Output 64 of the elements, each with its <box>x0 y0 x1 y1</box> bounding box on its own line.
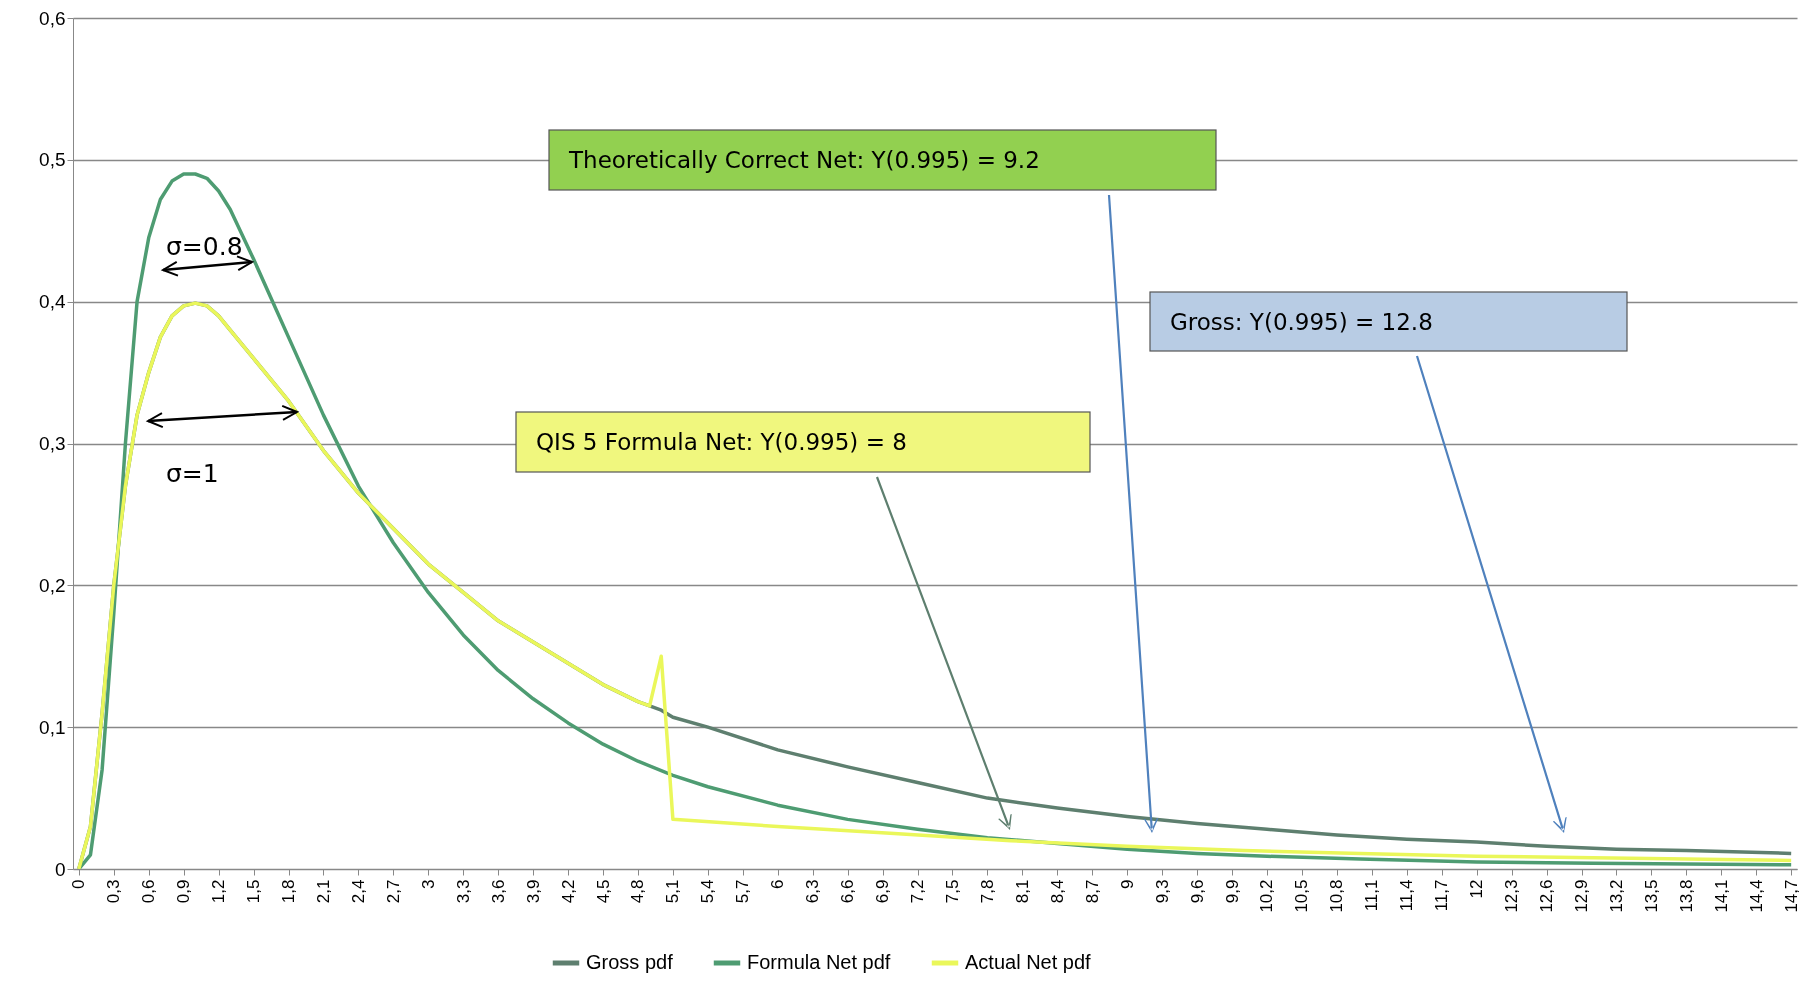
x-tick-label: 6 <box>768 879 788 889</box>
x-tick-label: 0,6 <box>139 879 159 904</box>
x-tick-label: 5,1 <box>663 879 683 904</box>
legend-label: Formula Net pdf <box>747 951 891 973</box>
x-tick-label: 11,4 <box>1397 879 1417 912</box>
x-tick-label: 7,5 <box>942 879 962 904</box>
x-tick-label: 10,2 <box>1257 879 1277 913</box>
x-tick-label: 8,1 <box>1012 879 1032 904</box>
x-tick-label: 6,3 <box>803 879 823 904</box>
annotation: Gross: Y(0.995) = 12.8 <box>1170 308 1433 335</box>
x-tick-label: 4,2 <box>558 879 578 904</box>
x-tick-label: 14,1 <box>1711 879 1731 913</box>
x-tick-label: 11,1 <box>1362 879 1382 912</box>
x-tick-label: 13,8 <box>1676 879 1696 913</box>
x-tick-label: 13,5 <box>1641 879 1661 913</box>
x-tick-label: 0,3 <box>104 879 124 904</box>
legend-label: Gross pdf <box>586 951 674 973</box>
annotation: σ=1 <box>166 459 219 488</box>
x-tick-label: 8,7 <box>1082 879 1102 904</box>
x-tick-label: 10,5 <box>1292 879 1312 913</box>
x-tick-label: 9 <box>1117 879 1137 889</box>
x-tick-label: 3,3 <box>453 879 473 904</box>
x-tick-label: 5,4 <box>698 879 718 904</box>
annotation: σ=0.8 <box>166 232 243 261</box>
y-tick-label: 0,3 <box>39 433 66 454</box>
x-tick-label: 3 <box>418 879 438 889</box>
x-tick-label: 12,9 <box>1572 879 1591 913</box>
y-tick-label: 0,5 <box>39 149 66 171</box>
x-tick-label: 3,9 <box>523 879 543 904</box>
x-tick-label: 3,6 <box>488 879 508 904</box>
y-tick-label: 0,4 <box>39 291 66 313</box>
x-tick-label: 13,2 <box>1606 879 1626 913</box>
x-tick-label: 2,4 <box>348 879 368 904</box>
x-tick-label: 12,6 <box>1537 879 1557 913</box>
x-tick-label: 9,3 <box>1152 879 1172 904</box>
x-tick-label: 5,7 <box>733 879 753 904</box>
x-tick-label: 7,2 <box>908 879 928 904</box>
x-tick-label: 14,7 <box>1781 879 1801 913</box>
x-tick-label: 1,5 <box>244 879 264 904</box>
x-tick-label: 0,9 <box>174 879 194 904</box>
y-tick-label: 0,2 <box>39 574 66 596</box>
x-tick-label: 4,5 <box>593 879 613 904</box>
x-tick-label: 9,6 <box>1187 879 1207 904</box>
x-tick-label: 6,9 <box>873 879 893 904</box>
annotation: Theoretically Correct Net: Y(0.995) = 9.2 <box>568 147 1040 173</box>
x-tick-label: 0 <box>69 879 89 889</box>
x-tick-label: 8,4 <box>1047 879 1067 904</box>
y-tick-label: 0,1 <box>39 716 66 738</box>
x-tick-label: 10,8 <box>1327 879 1347 913</box>
annotation: QIS 5 Formula Net: Y(0.995) = 8 <box>536 429 907 455</box>
x-tick-label: 7,8 <box>977 879 997 904</box>
x-tick-label: 1,2 <box>209 879 229 904</box>
x-tick-label: 6,6 <box>838 879 858 904</box>
x-tick-label: 11,7 <box>1432 879 1452 912</box>
x-tick-label: 12 <box>1467 879 1487 899</box>
x-tick-label: 14,4 <box>1746 879 1766 913</box>
y-tick-label: 0,6 <box>39 7 66 29</box>
x-tick-label: 4,8 <box>628 879 648 904</box>
x-tick-label: 2,1 <box>313 879 333 904</box>
legend-label: Actual Net pdf <box>965 951 1092 973</box>
x-tick-label: 1,8 <box>279 879 298 904</box>
x-tick-label: 9,9 <box>1222 879 1242 904</box>
x-tick-label: 2,7 <box>383 879 403 904</box>
x-tick-label: 12,3 <box>1502 879 1522 913</box>
